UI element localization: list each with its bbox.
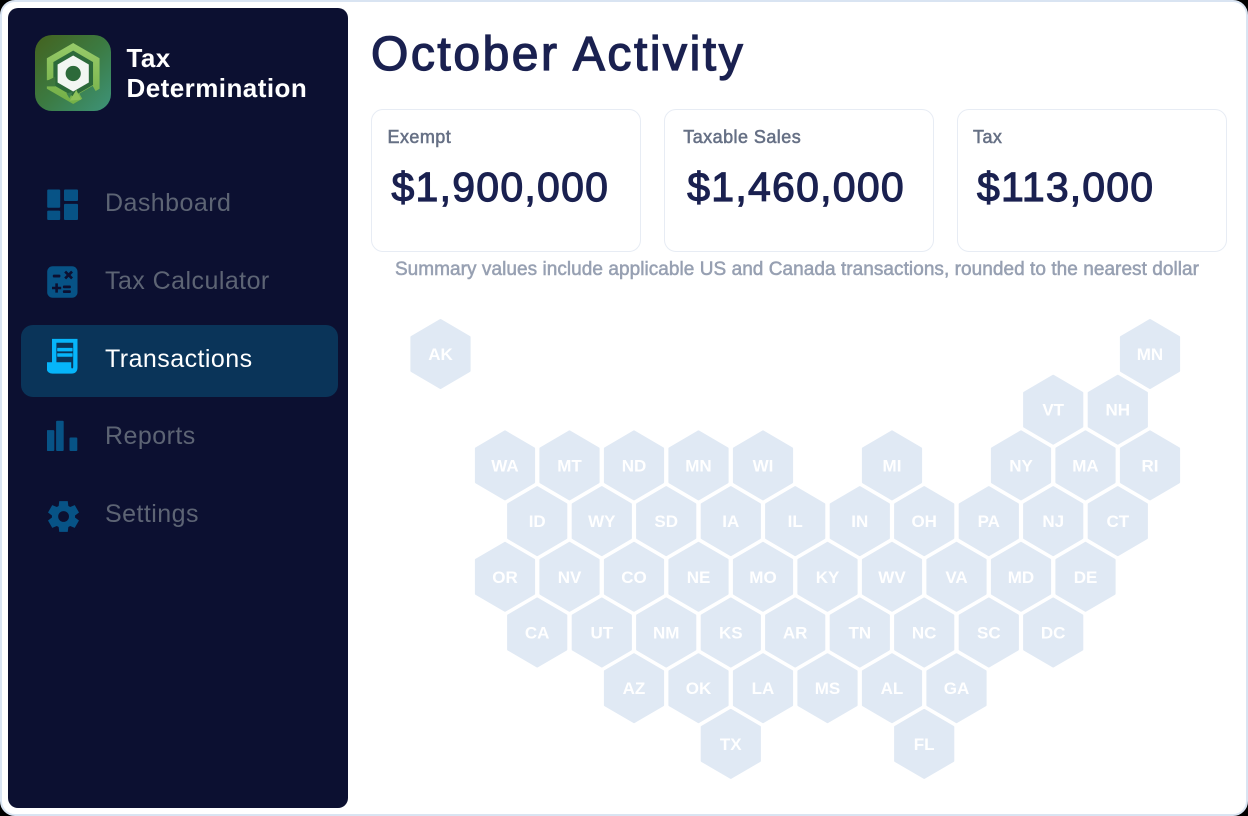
- svg-text:AK: AK: [428, 345, 453, 364]
- svg-text:AR: AR: [783, 624, 808, 643]
- svg-text:CT: CT: [1106, 512, 1129, 531]
- svg-text:DE: DE: [1074, 568, 1098, 587]
- svg-text:TN: TN: [848, 624, 871, 643]
- svg-text:ND: ND: [622, 456, 647, 475]
- svg-text:AL: AL: [881, 679, 904, 698]
- svg-text:WV: WV: [878, 568, 906, 587]
- svg-text:OH: OH: [911, 512, 937, 531]
- svg-text:CA: CA: [525, 624, 550, 643]
- svg-text:IL: IL: [788, 512, 803, 531]
- svg-text:GA: GA: [944, 679, 970, 698]
- svg-text:UT: UT: [590, 624, 613, 643]
- svg-text:MS: MS: [815, 679, 841, 698]
- svg-text:MT: MT: [557, 456, 582, 475]
- svg-text:VT: VT: [1042, 401, 1064, 420]
- svg-text:WI: WI: [753, 456, 774, 475]
- svg-text:NH: NH: [1106, 401, 1131, 420]
- svg-text:VA: VA: [945, 568, 967, 587]
- svg-text:IA: IA: [722, 512, 739, 531]
- svg-text:WY: WY: [588, 512, 616, 531]
- svg-text:NJ: NJ: [1042, 512, 1064, 531]
- svg-text:LA: LA: [752, 679, 775, 698]
- svg-text:NC: NC: [912, 624, 937, 643]
- svg-text:MN: MN: [1137, 345, 1163, 364]
- svg-text:OK: OK: [686, 679, 712, 698]
- svg-text:NV: NV: [558, 568, 582, 587]
- svg-text:MI: MI: [883, 456, 902, 475]
- svg-text:WA: WA: [491, 456, 518, 475]
- svg-text:FL: FL: [914, 735, 935, 754]
- svg-text:IN: IN: [851, 512, 868, 531]
- svg-text:NM: NM: [653, 624, 679, 643]
- svg-text:KY: KY: [816, 568, 840, 587]
- svg-text:MN: MN: [685, 456, 711, 475]
- svg-text:DC: DC: [1041, 624, 1066, 643]
- svg-text:NE: NE: [687, 568, 711, 587]
- svg-text:NY: NY: [1009, 456, 1033, 475]
- svg-text:PA: PA: [978, 512, 1000, 531]
- svg-text:AZ: AZ: [623, 679, 646, 698]
- svg-text:CO: CO: [621, 568, 647, 587]
- svg-text:OR: OR: [492, 568, 518, 587]
- svg-text:SD: SD: [654, 512, 678, 531]
- svg-text:ID: ID: [529, 512, 546, 531]
- svg-text:KS: KS: [719, 624, 743, 643]
- svg-text:MD: MD: [1008, 568, 1034, 587]
- svg-text:SC: SC: [977, 624, 1001, 643]
- svg-text:RI: RI: [1142, 456, 1159, 475]
- svg-text:MA: MA: [1072, 456, 1098, 475]
- svg-text:MO: MO: [749, 568, 776, 587]
- svg-text:TX: TX: [720, 735, 742, 754]
